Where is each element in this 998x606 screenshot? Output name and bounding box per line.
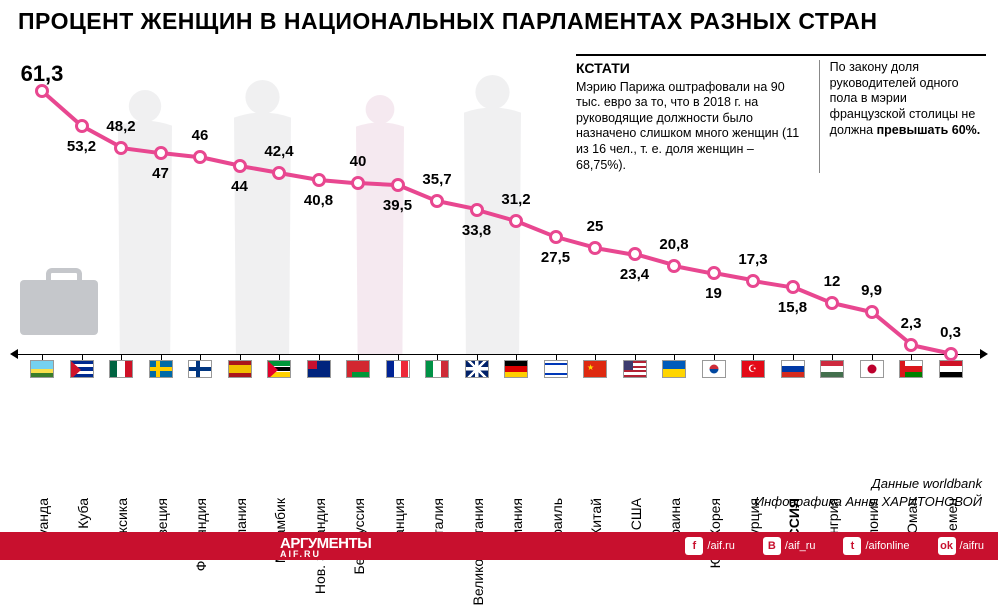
- value-label: 53,2: [67, 138, 96, 155]
- value-label: 27,5: [541, 249, 570, 266]
- data-point: [312, 173, 326, 187]
- data-point: [628, 247, 642, 261]
- flags-row: ★☪: [0, 360, 998, 390]
- value-label: 23,4: [620, 266, 649, 283]
- country-label: Куба: [75, 498, 91, 529]
- value-label: 35,7: [422, 171, 451, 188]
- data-point: [470, 203, 484, 217]
- country-flag: [149, 360, 173, 378]
- footer-logo: АРГУМЕНТЫ AIF.RU: [280, 535, 371, 557]
- data-point: [233, 159, 247, 173]
- data-point: [391, 178, 405, 192]
- social-link[interactable]: B/aif_ru: [763, 537, 816, 555]
- value-label: 20,8: [659, 236, 688, 253]
- value-label: 33,8: [462, 222, 491, 239]
- line-chart: 61,3 53,2 48,2 47 46 44 42,4 40,8 40 39,5 35,7 33,8…: [0, 40, 998, 355]
- data-source: Данные worldbank: [755, 475, 982, 493]
- country-flag: [386, 360, 410, 378]
- data-point: [588, 241, 602, 255]
- country-flag: [228, 360, 252, 378]
- data-point: [825, 296, 839, 310]
- data-point: [707, 266, 721, 280]
- value-label: 9,9: [861, 282, 882, 299]
- data-point: [944, 347, 958, 361]
- chart-title: ПРОЦЕНТ ЖЕНЩИН В НАЦИОНАЛЬНЫХ ПАРЛАМЕНТА…: [18, 8, 877, 35]
- country-flag: [267, 360, 291, 378]
- data-point: [865, 305, 879, 319]
- data-point: [549, 230, 563, 244]
- country-flag: [820, 360, 844, 378]
- value-label: 46: [192, 127, 209, 144]
- value-label: 19: [705, 285, 722, 302]
- value-label: 0,3: [940, 324, 961, 341]
- data-point: [430, 194, 444, 208]
- infographic-author: Инфографика Анны ХАРИТОНОВОЙ: [755, 493, 982, 511]
- country-flag: [899, 360, 923, 378]
- credits: Данные worldbank Инфографика Анны ХАРИТО…: [755, 475, 982, 511]
- value-label: 48,2: [106, 118, 135, 135]
- country-flag: [30, 360, 54, 378]
- social-link[interactable]: ok/aifru: [938, 537, 984, 555]
- value-label: 44: [231, 178, 248, 195]
- social-icon: t: [843, 537, 861, 555]
- value-label: 42,4: [264, 143, 293, 160]
- country-flag: [623, 360, 647, 378]
- data-point: [509, 214, 523, 228]
- country-flag: [188, 360, 212, 378]
- data-point: [193, 150, 207, 164]
- data-point: [272, 166, 286, 180]
- social-link[interactable]: f/aif.ru: [685, 537, 735, 555]
- data-point: [114, 141, 128, 155]
- data-point: [75, 119, 89, 133]
- country-flag: [425, 360, 449, 378]
- country-flag: [781, 360, 805, 378]
- country-flag: [109, 360, 133, 378]
- value-label: 15,8: [778, 299, 807, 316]
- country-flag: ★: [583, 360, 607, 378]
- country-flag: [662, 360, 686, 378]
- value-label: 25: [587, 218, 604, 235]
- social-link[interactable]: t/aifonline: [843, 537, 909, 555]
- country-flag: ☪: [741, 360, 765, 378]
- country-flag: [504, 360, 528, 378]
- value-label: 61,3: [21, 61, 64, 87]
- social-icon: ok: [938, 537, 956, 555]
- value-label: 40: [350, 153, 367, 170]
- footer: АРГУМЕНТЫ AIF.RU f/aif.ru B/aif_ru t/aifon…: [0, 532, 998, 560]
- value-label: 47: [152, 165, 169, 182]
- country-flag: [544, 360, 568, 378]
- value-label: 40,8: [304, 192, 333, 209]
- social-links: f/aif.ru B/aif_ru t/aifonline ok/aifru: [685, 537, 998, 555]
- value-label: 12: [824, 273, 841, 290]
- country-flag: [70, 360, 94, 378]
- country-label: США: [628, 498, 644, 530]
- data-point: [351, 176, 365, 190]
- data-point: [746, 274, 760, 288]
- country-label: Китай: [588, 498, 604, 536]
- country-flag: [939, 360, 963, 378]
- data-point: [786, 280, 800, 294]
- value-label: 2,3: [901, 315, 922, 332]
- value-label: 39,5: [383, 197, 412, 214]
- country-flag: [860, 360, 884, 378]
- country-flag: [702, 360, 726, 378]
- data-point: [667, 259, 681, 273]
- value-label: 31,2: [501, 191, 530, 208]
- value-label: 17,3: [738, 251, 767, 268]
- country-flag: [346, 360, 370, 378]
- country-flag: [307, 360, 331, 378]
- data-point: [904, 338, 918, 352]
- social-icon: B: [763, 537, 781, 555]
- social-icon: f: [685, 537, 703, 555]
- data-point: [154, 146, 168, 160]
- country-flag: [465, 360, 489, 378]
